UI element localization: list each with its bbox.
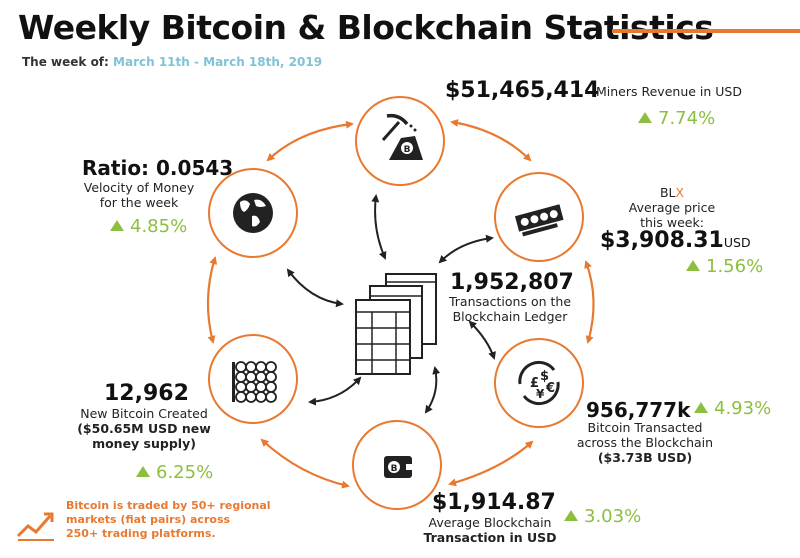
miners-value: $51,465,414 bbox=[445, 78, 600, 103]
arrow-bottom-right bbox=[448, 440, 534, 487]
ledger-icon bbox=[355, 273, 437, 375]
currency-exchange-icon: £ $ € ¥ bbox=[518, 360, 560, 406]
miners-change: 7.74% bbox=[638, 108, 715, 129]
created-value: 12,962 bbox=[104, 381, 189, 406]
trend-chart-icon bbox=[16, 512, 54, 541]
miners-label: Miners Revenue in USD bbox=[596, 84, 742, 99]
arrow-bottom-left bbox=[260, 438, 350, 489]
coin-stacks-icon bbox=[232, 361, 277, 403]
created-label: New Bitcoin Created ($50.65M USD new mon… bbox=[77, 406, 211, 451]
arrow-center-bottom bbox=[424, 366, 441, 414]
week-label: The week of: bbox=[22, 55, 109, 69]
arrow-center-top bbox=[371, 194, 387, 260]
price-circle bbox=[494, 172, 584, 262]
up-triangle-icon bbox=[110, 220, 124, 231]
arrow-top-right bbox=[450, 119, 532, 162]
avg-tx-value: $1,914.87 bbox=[432, 490, 556, 515]
arrow-top-left bbox=[266, 120, 354, 162]
transacted-label: Bitcoin Transacted across the Blockchain… bbox=[576, 420, 714, 465]
up-triangle-icon bbox=[694, 402, 708, 413]
ratio-label: Velocity of Money for the week bbox=[83, 180, 195, 210]
ratio-circle bbox=[208, 168, 298, 258]
banknotes-icon bbox=[514, 204, 564, 237]
up-triangle-icon bbox=[638, 112, 652, 123]
svg-text:B: B bbox=[404, 145, 411, 155]
transactions-label: Transactions on the Blockchain Ledger bbox=[448, 294, 572, 324]
created-change: 6.25% bbox=[136, 462, 213, 483]
svg-text:£: £ bbox=[530, 376, 539, 391]
price-label: BLX Average price this week: bbox=[628, 185, 716, 230]
wallet-icon: B bbox=[384, 456, 412, 478]
up-triangle-icon bbox=[136, 466, 150, 477]
svg-text:$: $ bbox=[540, 369, 549, 384]
avg-tx-change: 3.03% bbox=[564, 506, 641, 527]
avg-tx-circle: B bbox=[352, 420, 442, 510]
page-title: Weekly Bitcoin & Blockchain Statistics bbox=[18, 8, 714, 47]
transacted-value: 956,777k bbox=[586, 398, 691, 422]
transactions-value: 1,952,807 bbox=[450, 270, 574, 295]
price-value: $3,908.31USD bbox=[600, 228, 751, 253]
svg-text:B: B bbox=[391, 464, 398, 474]
arrow-center-right bbox=[468, 320, 496, 360]
up-triangle-icon bbox=[564, 510, 578, 521]
created-circle bbox=[208, 334, 298, 424]
footnote: Bitcoin is traded by 50+ regional market… bbox=[66, 499, 271, 540]
miners-circle: B bbox=[355, 96, 445, 186]
svg-text:¥: ¥ bbox=[536, 387, 545, 401]
arrow-center-topright bbox=[438, 234, 494, 264]
title-underline bbox=[612, 29, 800, 33]
up-triangle-icon bbox=[686, 260, 700, 271]
ratio-change: 4.85% bbox=[110, 216, 187, 237]
svg-text:€: € bbox=[545, 381, 555, 396]
arrow-left bbox=[206, 256, 218, 344]
globe-icon bbox=[233, 193, 273, 233]
avg-tx-label: Average Blockchain Transaction in USD bbox=[423, 515, 557, 545]
week-dates: March 11th - March 18th, 2019 bbox=[113, 55, 323, 69]
ratio-value: Ratio: 0.0543 bbox=[82, 156, 234, 180]
pickaxe-mining-icon: B bbox=[381, 113, 423, 160]
arrow-center-bottomleft bbox=[308, 376, 362, 406]
transacted-change: 4.93% bbox=[694, 398, 771, 419]
transacted-circle: £ $ € ¥ bbox=[494, 338, 584, 428]
price-change: 1.56% bbox=[686, 256, 763, 277]
week-line: The week of: March 11th - March 18th, 20… bbox=[22, 55, 322, 69]
arrow-center-left bbox=[286, 268, 344, 308]
arrow-right bbox=[584, 260, 595, 344]
